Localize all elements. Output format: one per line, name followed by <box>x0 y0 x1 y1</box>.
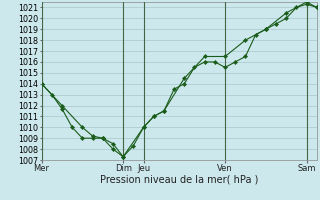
X-axis label: Pression niveau de la mer( hPa ): Pression niveau de la mer( hPa ) <box>100 175 258 185</box>
